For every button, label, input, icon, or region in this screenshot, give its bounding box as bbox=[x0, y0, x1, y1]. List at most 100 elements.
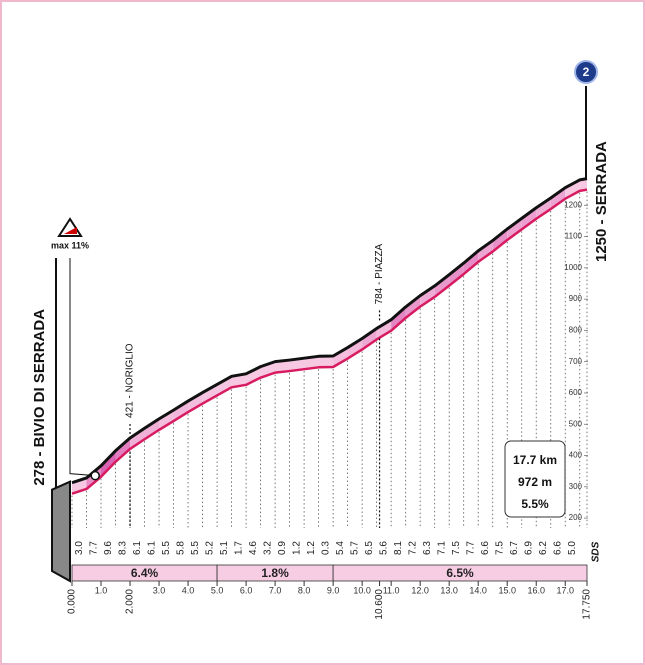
grade-segment bbox=[492, 229, 508, 252]
grade-label: 6.9 bbox=[524, 541, 535, 555]
x-tick-label: 17.0 bbox=[556, 585, 574, 595]
grade-segment bbox=[521, 207, 537, 230]
annotation-label: 784 - PIAZZA bbox=[374, 243, 385, 304]
grade-segment bbox=[217, 376, 232, 396]
annotation-label: 421 - NORIGLIO bbox=[125, 343, 136, 418]
x-tick-label: 10.0 bbox=[353, 585, 371, 595]
grade-segment bbox=[434, 274, 450, 297]
max-grade-label: max 11% bbox=[51, 240, 89, 250]
summary-text: 972 m bbox=[518, 475, 552, 489]
x-tick-label: 15.0 bbox=[498, 585, 516, 595]
grade-label: 1.2 bbox=[291, 541, 302, 555]
summary-box bbox=[504, 440, 566, 518]
max-grade-icon-slope bbox=[64, 227, 77, 234]
grade-label: 5.2 bbox=[204, 541, 215, 555]
grade-label: 3.2 bbox=[262, 541, 273, 555]
grade-label: 7.5 bbox=[451, 541, 462, 555]
grade-segment bbox=[289, 358, 305, 372]
x-tick-label: 12.0 bbox=[411, 585, 429, 595]
y-tick-label: 1100 bbox=[565, 232, 583, 241]
grade-label: 8.1 bbox=[393, 541, 404, 555]
x-tick-label: 14.0 bbox=[469, 585, 487, 595]
grade-label: 6.3 bbox=[422, 541, 433, 555]
grade-label: 7.1 bbox=[437, 541, 448, 555]
summary-text: 17.7 km bbox=[513, 453, 557, 467]
profile-line bbox=[71, 188, 588, 495]
grade-segment bbox=[565, 179, 580, 199]
grade-segment bbox=[507, 218, 522, 241]
grade-label: 6.6 bbox=[480, 541, 491, 555]
grade-segment bbox=[246, 366, 261, 385]
grade-segment bbox=[391, 306, 406, 331]
grade-label: 4.6 bbox=[248, 541, 259, 555]
x-tick-label: 10.600 bbox=[374, 589, 385, 620]
badge-text: 2 bbox=[583, 65, 590, 79]
sector-label: 6.5% bbox=[446, 566, 474, 580]
start-wall bbox=[51, 480, 71, 583]
y-tick-label: 600 bbox=[569, 388, 583, 397]
grade-segment bbox=[275, 360, 290, 373]
x-tick-label: 2.000 bbox=[125, 589, 136, 614]
ribbon-top bbox=[71, 177, 588, 485]
grade-segment bbox=[362, 328, 377, 350]
grade-segment bbox=[449, 263, 464, 286]
grade-label: 7.2 bbox=[408, 541, 419, 555]
grade-label: 6.5 bbox=[364, 541, 375, 555]
grade-label: 6.1 bbox=[132, 541, 143, 555]
grade-segment bbox=[347, 338, 363, 359]
grade-segment bbox=[173, 401, 189, 422]
x-tick-label: 1.0 bbox=[95, 585, 108, 595]
y-tick-label: 700 bbox=[569, 357, 583, 366]
start-label: 278 - BIVIO DI SERRADA bbox=[31, 309, 48, 486]
x-tick-label: 13.0 bbox=[440, 585, 458, 595]
grade-segment bbox=[463, 250, 479, 275]
grade-label: 3.0 bbox=[74, 541, 85, 555]
road-label: SDS bbox=[591, 541, 602, 562]
grade-label: 5.8 bbox=[175, 541, 186, 555]
y-tick-label: 400 bbox=[569, 451, 583, 460]
grade-segment bbox=[202, 384, 218, 404]
x-tick-label: 6.0 bbox=[240, 585, 253, 595]
x-tick-label: 17.750 bbox=[582, 589, 593, 620]
y-tick-label: 1000 bbox=[564, 263, 582, 272]
grade-segment bbox=[536, 198, 551, 219]
grade-label: 1.2 bbox=[306, 541, 317, 555]
grade-label: 7.7 bbox=[466, 541, 477, 555]
grade-segment bbox=[405, 295, 421, 318]
grade-label: 6.7 bbox=[509, 541, 520, 555]
grade-label: 7.5 bbox=[495, 541, 506, 555]
sector-label: 1.8% bbox=[261, 566, 289, 580]
grade-label: 0.3 bbox=[321, 541, 332, 555]
y-tick-label: 500 bbox=[569, 419, 583, 428]
grade-segment bbox=[550, 187, 566, 210]
grade-segment bbox=[159, 410, 174, 430]
grade-label: 8.3 bbox=[117, 541, 128, 555]
sector-label: 6.4% bbox=[131, 566, 159, 580]
grade-label: 7.7 bbox=[88, 541, 99, 555]
grade-label: 5.7 bbox=[350, 541, 361, 555]
x-tick-label: 5.0 bbox=[211, 585, 224, 595]
y-tick-label: 1200 bbox=[564, 200, 582, 209]
x-tick-label: 16.0 bbox=[527, 585, 545, 595]
y-tick-label: 800 bbox=[569, 326, 583, 335]
grade-label: 1.7 bbox=[233, 541, 244, 555]
grade-label: 5.5 bbox=[190, 541, 201, 555]
sector-bar bbox=[332, 564, 588, 582]
grade-label: 5.5 bbox=[161, 541, 172, 555]
finish-label: 1250 - SERRADA bbox=[593, 141, 610, 262]
grade-segment bbox=[115, 437, 131, 462]
grade-label: 5.0 bbox=[567, 541, 578, 555]
x-tick-label: 0.000 bbox=[67, 589, 78, 614]
max-grade-point bbox=[90, 470, 100, 481]
grade-segment bbox=[420, 285, 435, 307]
x-tick-label: 11.0 bbox=[383, 585, 400, 595]
grade-segment bbox=[333, 347, 348, 367]
y-tick-label: 300 bbox=[569, 482, 583, 491]
grade-label: 5.6 bbox=[379, 541, 390, 555]
grade-segment bbox=[478, 240, 493, 262]
x-tick-label: 3.0 bbox=[153, 585, 166, 595]
grade-segment bbox=[304, 356, 319, 370]
